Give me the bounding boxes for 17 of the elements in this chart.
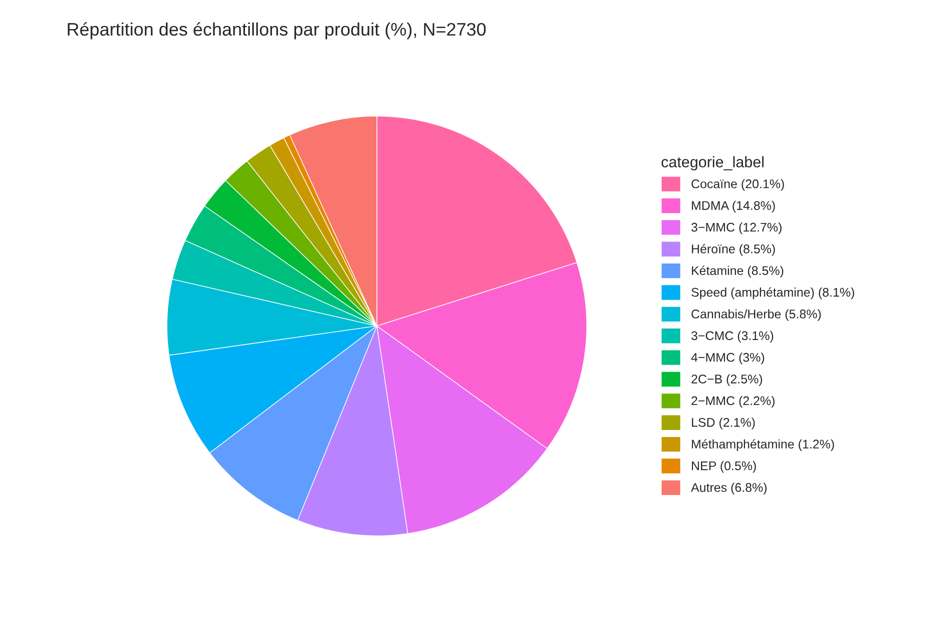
legend-label: 2−MMC (2.2%) — [692, 396, 775, 408]
chart-title: Répartition des échantillons par produit (%), N=2730 — [68, 22, 486, 40]
legend-label: 4−MMC (3%) — [691, 352, 764, 364]
legend-label: Speed (amphétamine) (8.1%) — [691, 287, 854, 300]
legend-label: 3−MMC (12.7%) — [691, 222, 782, 234]
legend-label: Héroïne (8.5%) — [692, 244, 775, 256]
legend-title: categorie_label — [662, 156, 764, 170]
legend-label: 3−CMC (3.1%) — [691, 330, 774, 343]
legend-label: Méthamphétamine (1.2%) — [692, 439, 834, 452]
legend-label: LSD (2.1%) — [692, 418, 755, 430]
legend-label: NEP (0.5%) — [692, 461, 756, 473]
legend-label: 2C−B (2.5%) — [692, 374, 762, 386]
legend-label: MDMA (14.8%) — [692, 200, 775, 212]
legend-label: Autres (6.8%) — [690, 482, 767, 494]
legend-label: Cannabis/Herbe (5.8%) — [692, 309, 821, 321]
legend-label: Cocaïne (20.1%) — [692, 179, 784, 191]
legend-label: Kétamine (8.5%) — [692, 266, 784, 278]
